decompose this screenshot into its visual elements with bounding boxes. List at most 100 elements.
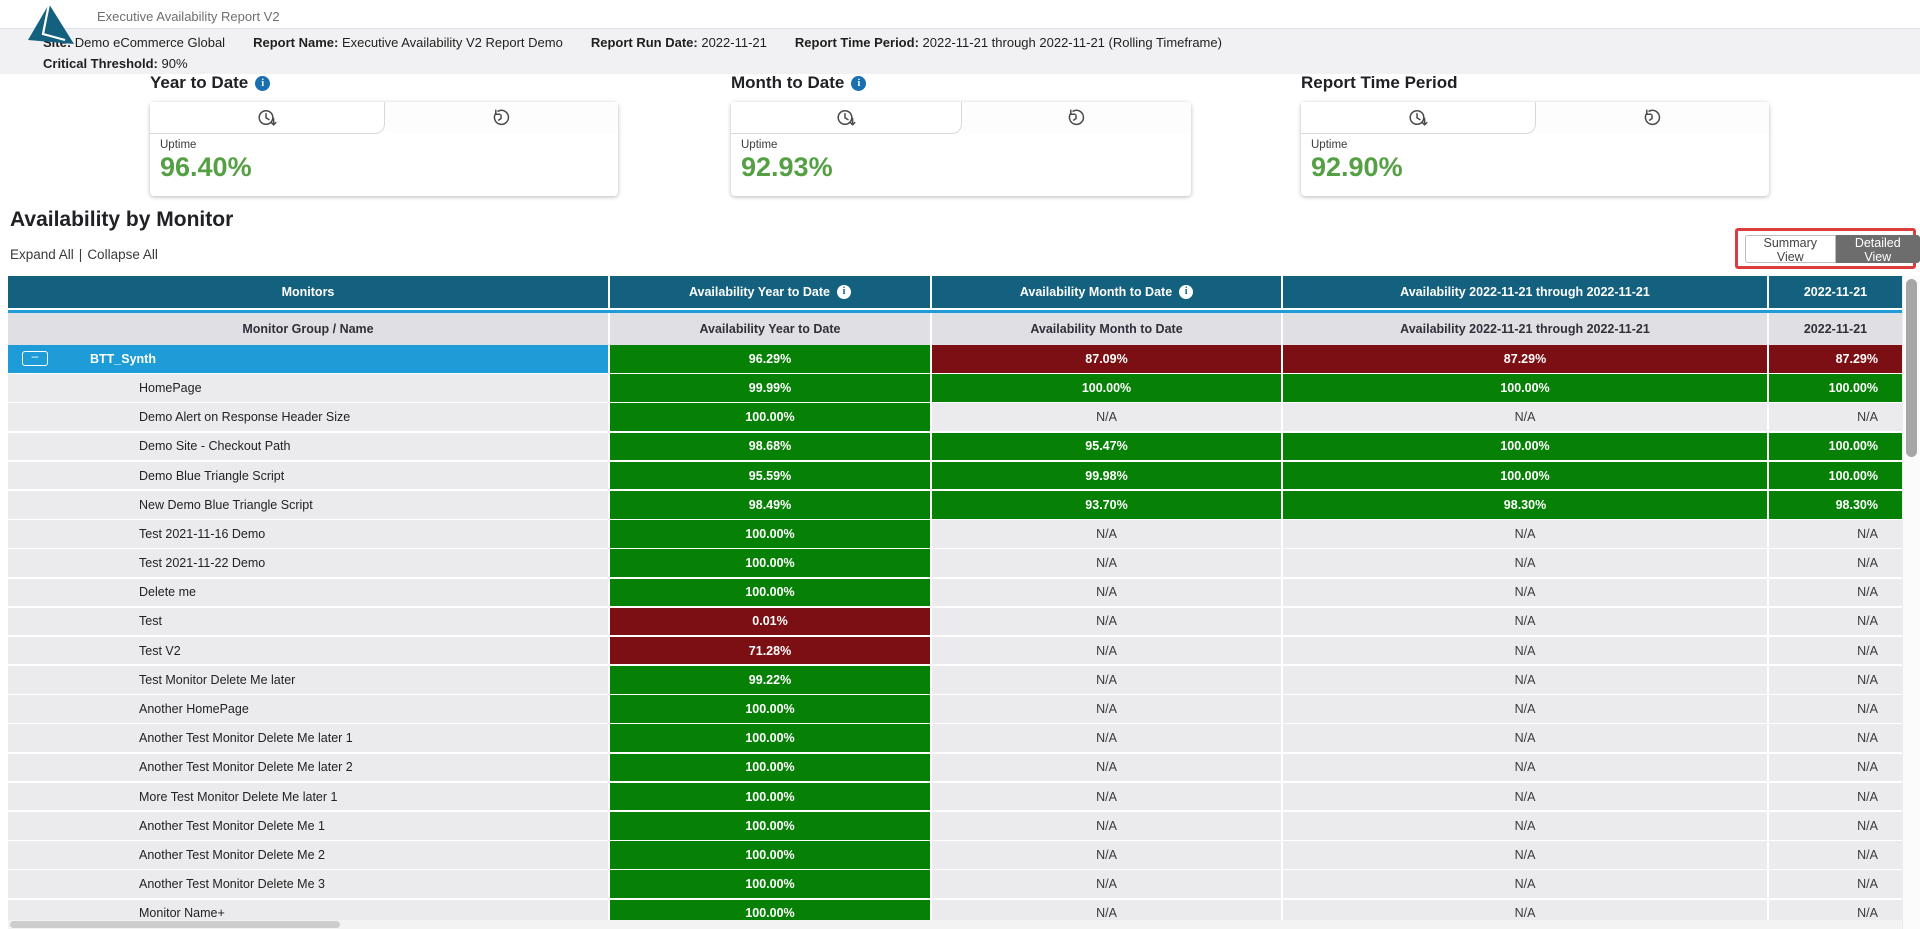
monitor-name-cell: BTT_Synth <box>8 345 608 373</box>
availability-cell: N/A <box>1767 520 1902 548</box>
table-row: HomePage 99.99% 100.00% 100.00% 100.00% <box>8 374 1902 402</box>
availability-cell: N/A <box>930 578 1281 607</box>
monitor-name: Another HomePage <box>139 702 249 717</box>
collapse-all-link[interactable]: Collapse All <box>87 247 158 262</box>
column-header-day: 2022-11-21 <box>1767 276 1902 308</box>
summary-view-button[interactable]: Summary View <box>1745 235 1836 264</box>
horizontal-scrollbar[interactable] <box>8 920 1902 929</box>
availability-cell: N/A <box>930 636 1281 665</box>
availability-cell: N/A <box>1281 578 1767 607</box>
availability-cell: 95.59% <box>608 461 930 490</box>
availability-cell: 100.00% <box>608 753 930 782</box>
availability-cell: 98.30% <box>1767 490 1902 519</box>
availability-cell: 100.00% <box>608 578 930 607</box>
uptime-label: Uptime <box>160 139 197 151</box>
availability-cell: 100.00% <box>608 403 930 431</box>
info-icon[interactable] <box>1179 285 1194 299</box>
availability-cell: N/A <box>1767 724 1902 753</box>
monitor-name-cell: Another Test Monitor Delete Me 3 <box>8 870 608 898</box>
availability-cell: N/A <box>1767 870 1902 898</box>
report-time-period-info: Report Time Period: 2022-11-21 through 2… <box>794 35 1222 50</box>
availability-cell: N/A <box>1281 695 1767 723</box>
table-row: Test 2021-11-16 Demo 100.00% N/A N/A N/A <box>8 520 1902 548</box>
detailed-view-button[interactable]: Detailed View <box>1835 235 1920 264</box>
kpi-card: Uptime 92.93% <box>731 102 1191 196</box>
subheader-monitors: Monitor Group / Name <box>8 313 608 345</box>
collapse-group-button[interactable] <box>22 349 48 367</box>
availability-table: Monitors Availability Year to Date Avail… <box>8 276 1902 929</box>
availability-cell: N/A <box>1767 753 1902 782</box>
monitor-name: Delete me <box>139 585 196 600</box>
availability-cell: N/A <box>1767 841 1902 869</box>
availability-cell: 98.49% <box>608 490 930 519</box>
history-tab[interactable] <box>961 102 1191 134</box>
critical-threshold-info: Critical Threshold: 90% <box>43 56 188 71</box>
report-info-line: Site: Demo eCommerce Global Report Name:… <box>43 35 1222 50</box>
vertical-scrollbar[interactable] <box>1902 276 1920 929</box>
monitor-name: Demo Site - Checkout Path <box>139 439 291 454</box>
monitor-name-cell: Another Test Monitor Delete Me 2 <box>8 841 608 869</box>
links-divider: | <box>78 247 83 262</box>
history-tab[interactable] <box>1535 102 1769 134</box>
monitor-name: Test 2021-11-16 Demo <box>139 526 266 541</box>
availability-cell: N/A <box>1281 403 1767 431</box>
monitor-name: Another Test Monitor Delete Me later 2 <box>139 760 353 775</box>
column-header-monitors: Monitors <box>8 276 608 308</box>
history-tab[interactable] <box>384 102 618 134</box>
availability-cell: 100.00% <box>1281 432 1767 461</box>
info-icon[interactable] <box>255 75 271 91</box>
availability-cell: N/A <box>1767 636 1902 665</box>
monitor-name-cell: Demo Alert on Response Header Size <box>8 403 608 431</box>
uptime-value: 92.90% <box>1311 152 1403 182</box>
uptime-tab[interactable] <box>1301 102 1536 134</box>
kpi-card: Uptime 92.90% <box>1301 102 1769 196</box>
info-icon[interactable] <box>837 285 852 299</box>
availability-cell: 99.99% <box>608 374 930 402</box>
monitor-name-cell: Test Monitor Delete Me later <box>8 666 608 694</box>
kpi-title: Report Time Period <box>1301 73 1458 92</box>
availability-cell: N/A <box>1767 812 1902 840</box>
availability-cell: 100.00% <box>1281 461 1767 490</box>
kpi-report-time-period: Report Time Period Uptime <box>1301 72 1769 196</box>
availability-cell: 100.00% <box>1767 374 1902 402</box>
availability-cell: N/A <box>1281 753 1767 782</box>
info-icon[interactable] <box>851 75 867 91</box>
monitor-name-cell: HomePage <box>8 374 608 402</box>
table-row: Test V2 71.28% N/A N/A N/A <box>8 636 1902 665</box>
table-row: More Test Monitor Delete Me later 1 100.… <box>8 782 1902 811</box>
monitor-name-cell: Test V2 <box>8 636 608 665</box>
availability-cell: 100.00% <box>930 374 1281 402</box>
availability-cell: N/A <box>930 666 1281 694</box>
expand-all-link[interactable]: Expand All <box>10 247 74 262</box>
table-row: Demo Site - Checkout Path 98.68% 95.47% 10… <box>8 432 1902 461</box>
table-header-row: Monitors Availability Year to Date Avail… <box>8 276 1902 308</box>
availability-cell: N/A <box>930 695 1281 723</box>
availability-cell: 100.00% <box>1767 461 1902 490</box>
availability-cell: N/A <box>930 782 1281 811</box>
availability-cell: N/A <box>1767 403 1902 431</box>
availability-cell: N/A <box>1767 578 1902 607</box>
table-row: Another Test Monitor Delete Me 1 100.00%… <box>8 812 1902 840</box>
uptime-value: 92.93% <box>741 152 833 182</box>
kpi-month-to-date: Month to Date Uptime <box>731 72 1191 196</box>
availability-cell: N/A <box>1281 782 1767 811</box>
monitor-name-cell: Test 2021-11-22 Demo <box>8 549 608 577</box>
table-row: Test 2021-11-22 Demo 100.00% N/A N/A N/A <box>8 549 1902 577</box>
tree-links: Expand All | Collapse All <box>10 247 158 262</box>
table-row: Another Test Monitor Delete Me 3 100.00%… <box>8 870 1902 898</box>
vertical-scrollbar-thumb[interactable] <box>1906 279 1917 457</box>
availability-cell: 87.29% <box>1767 345 1902 373</box>
horizontal-scrollbar-thumb[interactable] <box>10 921 340 928</box>
availability-cell: 98.68% <box>608 432 930 461</box>
availability-cell: 100.00% <box>608 870 930 898</box>
availability-cell: N/A <box>1767 782 1902 811</box>
monitor-name-cell: Test <box>8 607 608 636</box>
uptime-tab[interactable] <box>150 102 385 134</box>
uptime-value: 96.40% <box>160 152 252 182</box>
monitor-name-cell: Another Test Monitor Delete Me later 1 <box>8 724 608 753</box>
report-info-bar: Site: Demo eCommerce Global Report Name:… <box>0 28 1920 74</box>
availability-cell: N/A <box>1767 549 1902 577</box>
monitor-name-cell: Another Test Monitor Delete Me 1 <box>8 812 608 840</box>
uptime-tab[interactable] <box>731 102 962 134</box>
availability-cell: 87.29% <box>1281 345 1767 373</box>
